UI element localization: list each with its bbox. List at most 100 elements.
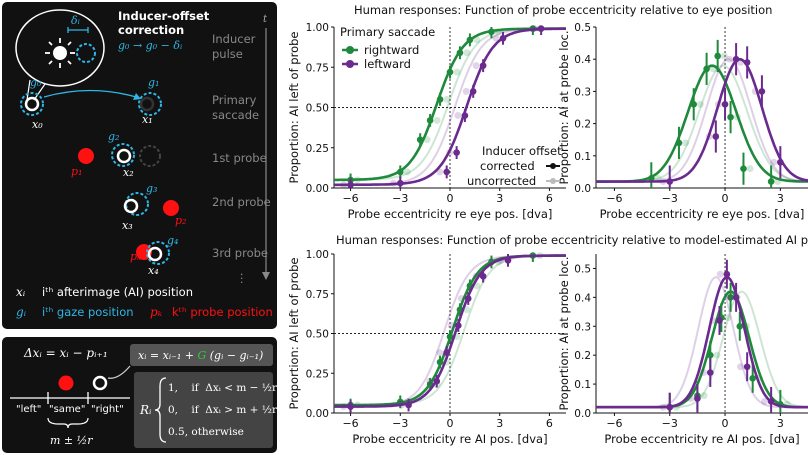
zone-width-label: m ± ½r [50,434,93,447]
legend-rightward: rightward [364,43,419,57]
zone-left: "left" [16,404,41,415]
y-tick-label: 0.3 [574,321,591,333]
data-point-leftward [723,270,731,278]
label-x3: x₃ [122,219,133,232]
x-tick-label: −6 [342,192,358,205]
fit-line-leftward [596,58,808,183]
uncorrected-point-leftward [760,397,768,405]
y-tick-label: 0.0 [574,408,591,420]
y-tick-label: 0.4 [574,54,591,66]
y-tick-label: 0.25 [306,143,329,155]
x-tick-label: −6 [606,417,622,430]
uncorrected-point-leftward [700,369,708,377]
x-tick-label: 3 [496,192,503,205]
gaze-g3-circle [125,192,149,216]
uncorrected-point-leftward [472,272,480,280]
afterimage-x4-circle [147,246,163,262]
uncorrected-point-leftward [340,181,348,189]
probe-p1 [78,148,94,164]
delta-x-equation: Δxᵢ = xᵢ − pᵢ₊₁ [23,346,108,360]
data-point-rightward [690,100,698,108]
chart-bottom-right: −6 −3 0 3 0.0 0.1 0.2 0.3 0.4 0.5 Probe eccentrici… [557,254,808,446]
ghost-gaze-circle [139,145,161,167]
data-point-leftward [504,257,512,264]
uncorrected-point-rightward [774,178,782,186]
saccade-arrow [43,89,137,98]
uncorrected-point-rightward [463,49,471,57]
chart-top-left: −6 −3 0 3 6 0.00 0.25 0.50 0.75 1.00 Probe eccentr… [287,22,567,221]
data-point-rightward [446,333,454,340]
data-point-leftward [694,395,701,402]
data-point-leftward [499,34,507,42]
label-g3: g₃ [146,182,157,195]
top-title: Human responses: Function of probe eccen… [354,3,772,17]
uncorrected-point-rightward [746,165,754,173]
uncorrected-point-rightward [443,95,451,103]
y-tick-label: 0.2 [574,119,591,131]
fit-line-leftward [334,254,566,408]
y-tick-label: 0.00 [306,408,329,420]
bottom-title: Human responses: Function of probe eccen… [336,233,808,247]
data-point-leftward [743,59,751,66]
data-point-rightward [648,175,655,182]
x-tick-label: −3 [392,417,408,430]
y-axis-label: Proportion: AI at probe loc. [557,256,571,410]
legend-dot-corrected [550,163,556,169]
afterimage-dot [92,375,108,391]
x-tick-label: −6 [342,417,358,430]
data-point-leftward [347,181,354,189]
uncorrected-point-leftward [659,178,667,186]
fit-line-leftward [334,27,566,187]
update-equation-box [130,344,273,366]
uncorrected-point-rightward [733,113,741,121]
y-axis-label: Proportion: AI left of probe [287,32,301,184]
x-tick-label: 6 [546,417,553,430]
x-tick-label: 3 [496,417,503,430]
data-point-rightward [488,28,495,36]
label-g0: g₀ [30,76,42,89]
legend-leftward: leftward [364,57,411,71]
time-arrowhead [262,272,270,280]
step-primary-saccade: Primary saccade [212,93,259,122]
data-point-leftward [767,398,775,405]
uncorrected-point-rightward [473,36,481,44]
uncorrected-point-rightward [724,314,732,322]
response-symbol: Rᵢ [139,403,152,417]
label-x4: x₄ [148,264,159,277]
uncorrected-point-rightward [696,100,704,108]
data-point-leftward [732,294,740,301]
uncorrected-point-leftward [497,256,505,264]
data-point-rightward [767,178,775,185]
gaze-g0-circle [20,92,44,116]
uncorrected-point-leftward [737,58,745,66]
data-point-leftward [405,401,412,409]
data-point-leftward [443,168,450,176]
legend-title: Primary saccade [340,25,435,39]
uncorrected-point-leftward [659,403,667,411]
chart-top-right: −6 −3 0 3 0.0 0.1 0.2 0.3 0.4 0.5 Probe eccentrici… [557,22,808,221]
afterimage-x0-circle [24,96,40,112]
uncorrected-point-leftward [751,87,759,95]
zone-right: "right" [91,404,124,415]
data-point-leftward [743,363,751,371]
inset-pointer [33,83,46,101]
data-point-rightward [456,49,464,57]
data-point-leftward [479,62,487,69]
uncorrected-point-rightward [713,351,721,359]
correction-equation: g₀ → g₀ − δᵢ [118,39,182,52]
uncorrected-point-leftward [436,168,444,176]
y-tick-label: 0.5 [574,263,591,275]
x-tick-label: 0 [447,192,454,205]
uncorrected-point-leftward [530,25,538,33]
gaze-g4-circle [146,241,170,265]
data-point-leftward [479,272,487,280]
x-tick-label: 3 [777,417,784,430]
data-point-leftward [716,317,723,324]
data-point-leftward [777,158,784,166]
y-tick-label: 0.2 [574,350,591,362]
legend-sym-x: xᵢ [16,285,26,299]
data-point-leftward [454,322,462,329]
x-tick-label: −3 [662,192,678,205]
label-g1: g₁ [148,76,159,89]
